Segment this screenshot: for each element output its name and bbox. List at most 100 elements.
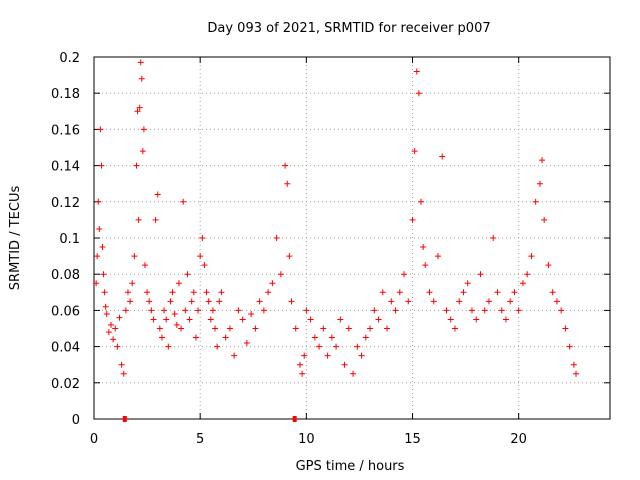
data-point (498, 307, 505, 314)
data-point (99, 244, 106, 251)
data-point (562, 325, 569, 332)
data-point (197, 253, 204, 260)
y-axis-label: SRMTID / TECUs (8, 186, 23, 291)
data-point (122, 307, 129, 314)
grid (94, 57, 610, 419)
data-point (148, 307, 155, 314)
data-point (129, 280, 136, 287)
data-point (371, 307, 378, 314)
data-point (333, 343, 340, 350)
data-point (209, 307, 216, 314)
data-point (418, 198, 425, 205)
y-tick-label: 0.14 (51, 160, 80, 175)
data-point (566, 343, 573, 350)
data-point (161, 307, 168, 314)
data-point (118, 361, 125, 368)
x-tick-label: 10 (298, 432, 315, 447)
data-point (379, 289, 386, 296)
data-point (456, 298, 463, 305)
x-tick-label: 0 (90, 432, 98, 447)
y-tick-label: 0.04 (51, 341, 80, 356)
data-point (139, 148, 146, 155)
data-point (100, 271, 107, 278)
x-axis: 0 5 10 15 20 (90, 57, 527, 447)
data-point (150, 316, 157, 323)
data-point (199, 235, 206, 241)
data-point (116, 314, 123, 321)
data-point (256, 298, 263, 305)
data-point (303, 307, 310, 314)
data-point (420, 244, 427, 251)
data-point (112, 325, 119, 332)
data-point (218, 289, 225, 296)
data-point (422, 262, 429, 269)
data-point (98, 162, 105, 169)
x-tick-label: 15 (404, 432, 421, 447)
data-point (460, 289, 467, 296)
data-point (173, 321, 180, 328)
data-point (345, 325, 352, 332)
data-point (203, 289, 210, 296)
data-point (558, 307, 565, 314)
data-point (411, 148, 418, 155)
data-point (167, 298, 174, 305)
data-point (354, 343, 361, 350)
data-point (182, 307, 189, 314)
data-point (273, 235, 280, 241)
data-point (97, 126, 104, 133)
data-point (515, 307, 522, 314)
data-point (154, 191, 161, 198)
data-point (288, 298, 295, 305)
data-point (105, 329, 112, 336)
baseline-marker (122, 416, 127, 422)
data-point (396, 289, 403, 296)
data-point (430, 298, 437, 305)
data-point (107, 321, 114, 328)
data-point (539, 157, 546, 164)
data-point (384, 325, 391, 332)
data-point (447, 316, 454, 323)
data-point (152, 216, 159, 223)
data-point (101, 289, 108, 296)
data-point (124, 289, 131, 296)
data-point (388, 298, 395, 305)
data-point (248, 311, 255, 318)
data-point (260, 307, 267, 314)
data-point (96, 225, 103, 232)
data-point (195, 307, 202, 314)
data-point (137, 59, 144, 66)
data-point (451, 325, 458, 332)
data-point (188, 298, 195, 305)
chart-title: Day 093 of 2021, SRMTID for receiver p00… (207, 21, 490, 36)
data-point (362, 334, 369, 341)
data-point (358, 352, 365, 359)
data-points (93, 59, 580, 422)
data-point (140, 126, 147, 133)
data-point (102, 303, 109, 310)
data-point (392, 307, 399, 314)
data-point (296, 361, 303, 368)
data-point (435, 253, 441, 260)
data-point (528, 253, 535, 260)
data-point (477, 271, 484, 278)
data-point (415, 90, 422, 97)
y-tick-label: 0.1 (59, 232, 80, 247)
data-point (337, 316, 344, 323)
data-point (367, 325, 374, 332)
y-tick-label: 0.16 (51, 123, 80, 138)
y-tick-label: 0.2 (59, 51, 80, 66)
y-tick-label: 0.02 (51, 377, 80, 392)
data-point (468, 307, 475, 314)
data-point (235, 307, 242, 314)
data-point (110, 336, 117, 343)
data-point (165, 343, 172, 350)
data-point (473, 316, 480, 323)
data-point (311, 334, 318, 341)
x-tick-label: 20 (510, 432, 527, 447)
data-point (536, 180, 543, 187)
data-point (413, 68, 420, 75)
data-point (341, 361, 348, 368)
data-point (282, 162, 289, 169)
data-point (169, 289, 176, 296)
data-point (171, 311, 178, 318)
